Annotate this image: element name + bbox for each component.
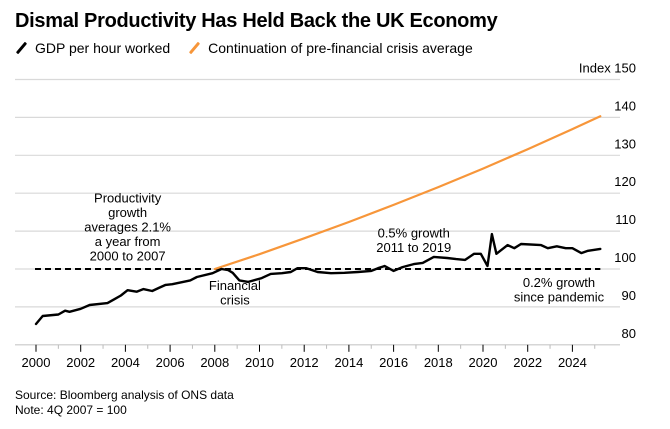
y-tick-label: 140	[614, 98, 636, 113]
series-line-gdp-per-hour	[34, 232, 602, 326]
y-axis-labels: 80 90 100 110 120 130 140 Index 150	[579, 61, 636, 341]
y-tick-label: 80	[622, 326, 636, 341]
annotation-line: a year from	[95, 234, 161, 249]
annotation-line: 2000 to 2007	[90, 249, 166, 264]
annotation-line: Financial	[209, 278, 261, 293]
y-tick-label: 90	[622, 288, 636, 303]
annotation-line: growth	[108, 205, 147, 220]
x-tick-label: 2006	[156, 355, 185, 370]
annotation-line: since pandemic	[514, 289, 605, 304]
legend-item-continuation: Continuation of pre-financial crisis ave…	[188, 40, 473, 56]
annotation: 0.2% growth since pandemic	[514, 275, 605, 305]
annotation-line: averages 2.1%	[84, 220, 171, 235]
annotation-line: crisis	[220, 292, 250, 307]
annotations: Productivity growth averages 2.1% a year fr…	[84, 191, 604, 308]
x-tick-label: 2004	[111, 355, 140, 370]
y-tick-label: 100	[614, 250, 636, 265]
x-tick-label: 2014	[334, 355, 363, 370]
legend-label: Continuation of pre-financial crisis ave…	[208, 40, 473, 56]
index-note: Note: 4Q 2007 = 100	[15, 403, 127, 417]
chart-title: Dismal Productivity Has Held Back the UK…	[15, 10, 498, 32]
annotation-line: Productivity	[94, 191, 162, 206]
legend-item-gdp: GDP per hour worked	[15, 40, 170, 56]
series-line-pre-crisis-trend	[213, 115, 602, 271]
x-tick-label: 2016	[379, 355, 408, 370]
x-tick-label: 2020	[469, 355, 498, 370]
y-tick-label: 110	[615, 212, 636, 227]
series-group	[34, 115, 602, 326]
x-tick-label: 2022	[513, 355, 542, 370]
annotation: Financial crisis	[209, 278, 261, 308]
x-axis: 2000 2002 2004 2006 2008 2010 2012 2014 2016 2018…	[22, 344, 596, 370]
x-tick-label: 2012	[290, 355, 319, 370]
y-tick-label: Index 150	[579, 61, 636, 76]
x-tick-label: 2024	[558, 355, 587, 370]
x-tick-label: 2002	[66, 355, 95, 370]
x-tick-label: 2008	[200, 355, 229, 370]
x-tick-label: 2018	[424, 355, 453, 370]
gridlines	[15, 78, 620, 346]
legend-label: GDP per hour worked	[35, 40, 171, 56]
annotation: Productivity growth averages 2.1% a year fr…	[84, 191, 171, 264]
legend: GDP per hour worked Continuation of pre-…	[15, 40, 491, 56]
x-tick-label: 2010	[245, 355, 274, 370]
y-tick-label: 130	[614, 136, 636, 151]
annotation-line: 2011 to 2019	[376, 240, 451, 255]
y-tick-label: 120	[614, 174, 636, 189]
footer: Source: Bloomberg analysis of ONS data N…	[15, 388, 234, 418]
annotation: 0.5% growth 2011 to 2019	[376, 226, 451, 256]
source-note: Source: Bloomberg analysis of ONS data	[15, 388, 234, 402]
x-tick-label: 2000	[22, 355, 51, 370]
annotation-line: 0.5% growth	[378, 226, 450, 241]
annotation-line: 0.2% growth	[523, 275, 595, 290]
